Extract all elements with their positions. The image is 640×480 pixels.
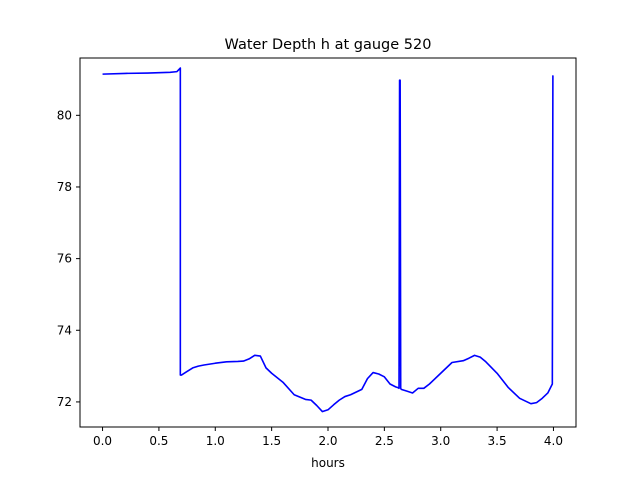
plot-area: [102, 67, 554, 413]
x-tick-label: 3.5: [488, 434, 507, 448]
x-axis-label: hours: [311, 456, 345, 470]
x-tick-label: 0.5: [149, 434, 168, 448]
chart-title: Water Depth h at gauge 520: [225, 37, 432, 53]
y-tick-label: 76: [57, 252, 72, 266]
y-tick-label: 78: [57, 180, 72, 194]
y-tick-label: 74: [57, 323, 72, 337]
x-tick-label: 1.0: [206, 434, 225, 448]
x-tick-label: 4.0: [544, 434, 563, 448]
x-tick-label: 1.5: [262, 434, 281, 448]
series-line-0: [102, 67, 554, 413]
x-tick-label: 2.0: [318, 434, 337, 448]
axes-frame: [79, 57, 577, 428]
y-axis: 72 74 76 78 80: [57, 108, 80, 409]
x-tick-label: 0.0: [93, 434, 112, 448]
x-axis: 0.0 0.5 1.0 1.5 2.0 2.5 3.0 3.5 4.0: [93, 427, 563, 448]
x-tick-label: 3.0: [431, 434, 450, 448]
x-tick-label: 2.5: [375, 434, 394, 448]
y-tick-label: 80: [57, 108, 72, 122]
y-tick-label: 72: [57, 395, 72, 409]
